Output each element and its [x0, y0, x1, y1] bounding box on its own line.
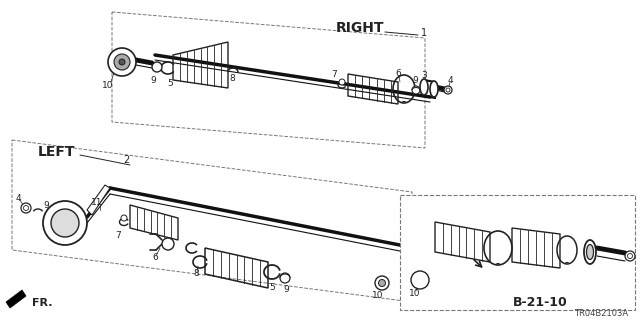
- Text: 6: 6: [395, 68, 401, 77]
- Circle shape: [339, 79, 345, 85]
- Text: 11: 11: [92, 197, 103, 206]
- Text: 7: 7: [331, 69, 337, 78]
- Circle shape: [411, 271, 429, 289]
- Text: 10: 10: [372, 291, 384, 300]
- Text: FR.: FR.: [32, 298, 52, 308]
- Circle shape: [152, 62, 162, 72]
- Text: 9: 9: [150, 76, 156, 84]
- Polygon shape: [6, 290, 26, 308]
- Text: 4: 4: [15, 194, 21, 203]
- Circle shape: [43, 201, 87, 245]
- Text: 7: 7: [115, 230, 121, 239]
- Text: LEFT: LEFT: [38, 145, 76, 159]
- Text: TR04B2103A: TR04B2103A: [574, 308, 628, 317]
- Text: 6: 6: [152, 253, 158, 262]
- Text: 9: 9: [43, 201, 49, 210]
- Ellipse shape: [584, 240, 596, 264]
- Ellipse shape: [420, 79, 428, 95]
- Text: 9: 9: [412, 76, 418, 84]
- Circle shape: [625, 251, 635, 261]
- Circle shape: [444, 86, 452, 94]
- Text: 5: 5: [269, 284, 275, 292]
- Text: 5: 5: [167, 78, 173, 87]
- Polygon shape: [87, 185, 110, 215]
- Circle shape: [114, 54, 130, 70]
- Circle shape: [108, 48, 136, 76]
- Text: 3: 3: [421, 70, 427, 79]
- Circle shape: [412, 86, 420, 94]
- Text: 2: 2: [123, 155, 129, 165]
- Circle shape: [375, 276, 389, 290]
- Text: B-21-10: B-21-10: [513, 297, 568, 309]
- Circle shape: [121, 215, 127, 221]
- Polygon shape: [400, 195, 635, 310]
- Text: 10: 10: [102, 81, 114, 90]
- Ellipse shape: [586, 244, 593, 260]
- Text: 10: 10: [409, 290, 420, 299]
- Text: 8: 8: [229, 74, 235, 83]
- Circle shape: [51, 209, 79, 237]
- Circle shape: [280, 273, 290, 283]
- Text: RIGHT: RIGHT: [336, 21, 384, 35]
- Circle shape: [21, 203, 31, 213]
- Text: 9: 9: [283, 284, 289, 293]
- Ellipse shape: [430, 81, 438, 97]
- Text: 4: 4: [447, 76, 453, 84]
- Circle shape: [162, 238, 174, 250]
- Text: 1: 1: [421, 28, 427, 38]
- Circle shape: [119, 59, 125, 65]
- Text: 8: 8: [193, 269, 199, 278]
- Circle shape: [378, 279, 385, 286]
